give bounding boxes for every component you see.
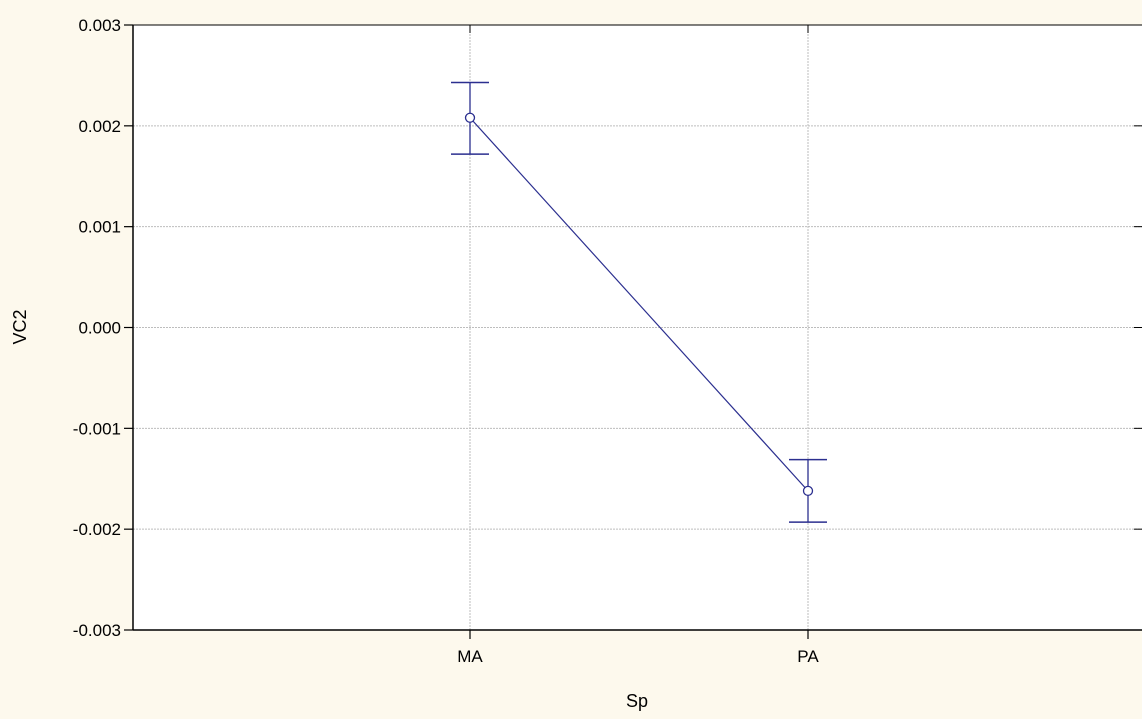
y-tick-label: -0.001 [73, 419, 121, 438]
data-point [802, 485, 814, 497]
x-ticks: MA PA [457, 25, 819, 666]
y-tick-label: -0.003 [73, 621, 121, 640]
y-axis-label: VC2 [10, 309, 30, 344]
y-tick-label: 0.002 [78, 117, 121, 136]
y-tick-label: 0.003 [78, 16, 121, 35]
series-0 [451, 81, 827, 523]
y-ticks: 0.003 0.002 0.001 0.000 -0.001 -0.002 -0.003 [73, 16, 1142, 640]
y-tick-label: 0.000 [78, 319, 121, 338]
y-tick-label: -0.002 [73, 520, 121, 539]
grid-lines [133, 25, 1142, 630]
x-tick-label: MA [457, 647, 483, 666]
x-axis-label: Sp [626, 691, 648, 711]
data-point [464, 112, 476, 123]
series-line [469, 117, 809, 492]
x-tick-label: PA [797, 647, 819, 666]
y-tick-label: 0.001 [78, 218, 121, 237]
